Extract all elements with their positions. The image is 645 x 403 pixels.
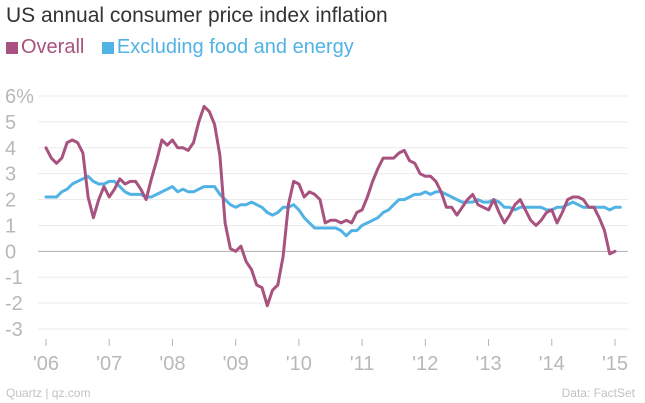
y-tick-label: 1 — [5, 215, 16, 237]
y-tick-label: 2 — [5, 190, 16, 212]
x-tick-label: '14 — [539, 353, 565, 375]
legend-item-core: Excluding food and energy — [101, 36, 354, 59]
x-tick-label: '06 — [33, 353, 59, 375]
x-tick-label: '15 — [602, 353, 628, 375]
chart-legend: Overall Excluding food and energy — [6, 36, 366, 59]
y-tick-label: 5 — [5, 112, 16, 134]
gridlines — [38, 95, 628, 330]
legend-label-core: Excluding food and energy — [116, 36, 354, 58]
y-axis: 6% 5 4 3 2 1 0 -1 -2 -3 — [5, 86, 34, 341]
x-tick-label: '08 — [159, 353, 185, 375]
legend-swatch-overall — [6, 42, 18, 54]
legend-swatch-core — [101, 42, 114, 54]
series-line-core — [44, 174, 622, 238]
x-tick-label: '12 — [412, 353, 438, 375]
series-lines — [44, 104, 622, 308]
y-tick-label: 4 — [5, 138, 16, 160]
source-credit: Quartz | qz.com — [6, 386, 91, 400]
x-tick-label: '10 — [286, 353, 312, 375]
legend-item-overall: Overall — [6, 36, 84, 59]
y-tick-label: -2 — [5, 293, 23, 315]
x-tick-label: '13 — [476, 353, 502, 375]
y-tick-label: -1 — [5, 267, 23, 289]
x-axis: '06 '07 '08 '09 '10 '11 '12 '13 '14 '15 — [33, 339, 628, 375]
y-tick-label: 6% — [5, 86, 34, 108]
chart-title: US annual consumer price index inflation — [6, 4, 388, 27]
legend-label-overall: Overall — [21, 36, 85, 58]
y-tick-label: 0 — [5, 241, 16, 263]
series-line-overall — [44, 104, 617, 308]
data-source: Data: FactSet — [561, 386, 635, 400]
y-tick-label: 3 — [5, 164, 16, 186]
x-tick-label: '11 — [350, 353, 375, 375]
y-tick-label: -3 — [5, 319, 23, 341]
x-tick-label: '07 — [96, 353, 122, 375]
x-tick-label: '09 — [223, 353, 249, 375]
